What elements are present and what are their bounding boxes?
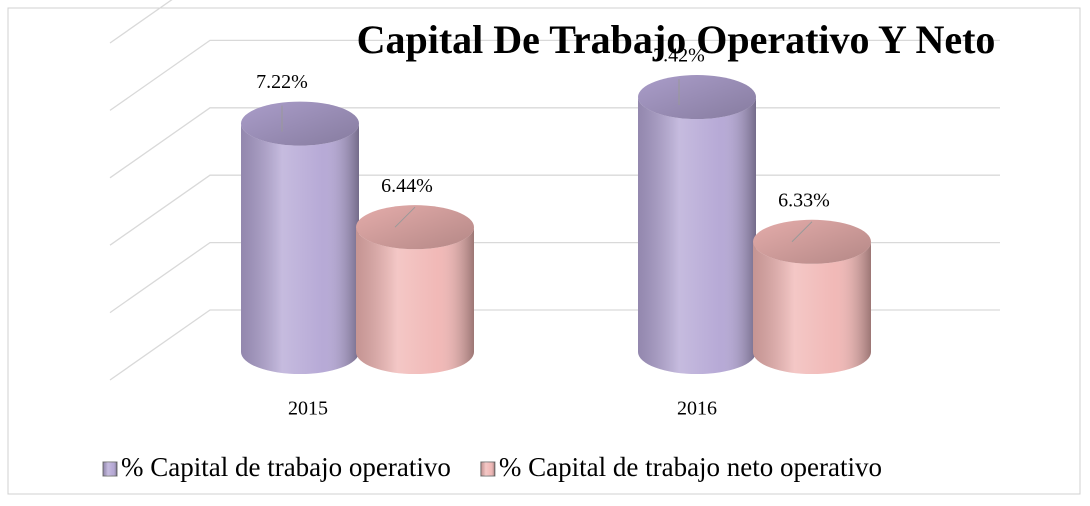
data-label: 6.44%: [381, 175, 433, 197]
x-tick-label: 2016: [677, 398, 717, 420]
bar-shade: [753, 241, 871, 374]
legend-label: % Capital de trabajo neto operativo: [499, 452, 882, 482]
legend-swatch-shade: [480, 462, 495, 476]
data-label: 7.22%: [256, 71, 308, 93]
grid-line: [109, 39, 1000, 111]
bar-shade: [241, 123, 359, 374]
x-tick-label: 2015: [288, 398, 328, 420]
chart-border: [7, 7, 1081, 495]
bar-top-shade: [241, 101, 359, 146]
chart-title: Capital De Trabajo Operativo Y Neto: [357, 17, 996, 62]
bar-top-shade: [753, 219, 871, 264]
grid-line: [109, 0, 173, 44]
data-label: 6.33%: [778, 189, 830, 211]
leader-line: [394, 206, 416, 228]
leader-line: [791, 221, 813, 243]
bar-shade: [356, 227, 474, 374]
legend-label: % Capital de trabajo operativo: [121, 452, 451, 482]
legend-swatch-shade: [103, 462, 117, 476]
bar-top-shade: [356, 205, 474, 250]
data-label: 7.42%: [653, 45, 705, 67]
bar-top-shade: [638, 75, 756, 120]
bar-shade: [638, 97, 756, 375]
